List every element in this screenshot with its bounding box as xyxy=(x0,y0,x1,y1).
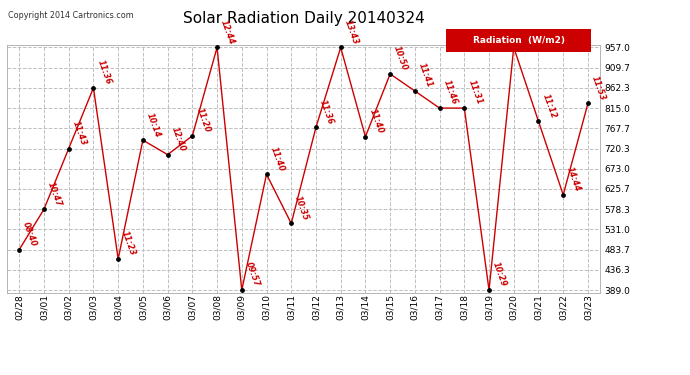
Text: 11:23: 11:23 xyxy=(120,230,137,257)
Point xyxy=(335,44,346,50)
Point xyxy=(212,44,223,50)
Text: Copyright 2014 Cartronics.com: Copyright 2014 Cartronics.com xyxy=(8,11,134,20)
Text: 11:46: 11:46 xyxy=(442,79,459,106)
Text: 12:40: 12:40 xyxy=(170,126,187,153)
Point xyxy=(14,247,25,253)
Text: 11:40: 11:40 xyxy=(367,108,384,135)
Point xyxy=(558,192,569,198)
Text: 11:41: 11:41 xyxy=(417,62,434,89)
Point xyxy=(360,134,371,140)
Text: 11:43: 11:43 xyxy=(70,120,88,147)
Point xyxy=(261,171,272,177)
Point xyxy=(63,146,75,152)
Text: 11:36: 11:36 xyxy=(95,59,112,86)
Text: 11:20: 11:20 xyxy=(195,107,212,134)
Text: 08:40: 08:40 xyxy=(21,220,39,248)
Point xyxy=(533,118,544,124)
Text: 14:44: 14:44 xyxy=(565,166,582,193)
Point xyxy=(137,137,148,143)
Text: 11:53: 11:53 xyxy=(590,74,607,102)
Text: 11:36: 11:36 xyxy=(318,98,335,126)
Text: 10:50: 10:50 xyxy=(392,45,409,72)
Point xyxy=(39,206,50,212)
Point xyxy=(236,287,247,293)
Point xyxy=(286,220,297,226)
Text: 13:43: 13:43 xyxy=(343,18,360,46)
Text: 12:44: 12:44 xyxy=(219,18,236,46)
Text: 09:57: 09:57 xyxy=(244,261,261,288)
Text: 10:14: 10:14 xyxy=(145,111,162,138)
Text: 11:12: 11:12 xyxy=(540,92,558,120)
Point xyxy=(484,287,495,293)
Title: Solar Radiation Daily 20140324: Solar Radiation Daily 20140324 xyxy=(183,11,424,26)
Point xyxy=(88,85,99,91)
Point xyxy=(434,105,445,111)
Point xyxy=(384,71,395,77)
Text: 11:40: 11:40 xyxy=(268,146,286,172)
Text: 11:31: 11:31 xyxy=(466,79,484,106)
Text: 10:47: 10:47 xyxy=(46,180,63,207)
Point xyxy=(459,105,470,111)
Point xyxy=(509,44,520,50)
Text: 10:35: 10:35 xyxy=(293,195,310,222)
Point xyxy=(162,152,173,157)
Text: 10:29: 10:29 xyxy=(491,261,509,288)
Point xyxy=(112,256,124,262)
Point xyxy=(409,88,420,94)
Point xyxy=(582,100,593,106)
Point xyxy=(187,133,198,139)
Point xyxy=(310,124,322,130)
